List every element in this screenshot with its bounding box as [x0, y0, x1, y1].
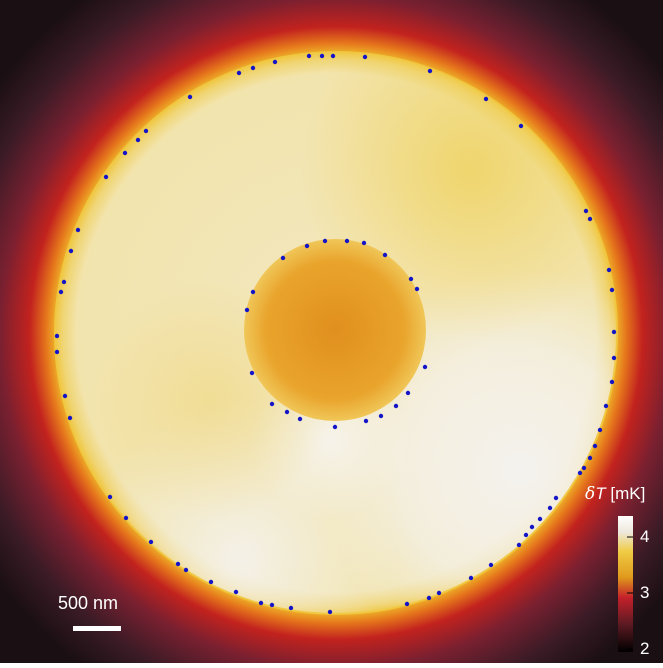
colorbar-title: δT [mK]	[585, 484, 645, 504]
marker-dot	[148, 539, 154, 545]
marker-dot	[67, 415, 73, 421]
marker-dot	[426, 595, 432, 601]
marker-dot	[175, 561, 181, 567]
marker-dot	[592, 443, 598, 449]
marker-dot	[330, 53, 336, 59]
marker-dot	[553, 495, 559, 501]
marker-dot	[143, 128, 149, 134]
marker-dot	[250, 289, 256, 295]
marker-dot	[54, 349, 60, 355]
marker-dot	[54, 333, 60, 339]
marker-dot	[272, 59, 278, 65]
marker-dot	[609, 379, 615, 385]
marker-dot	[58, 289, 64, 295]
marker-dot	[249, 370, 255, 376]
marker-dot	[609, 287, 615, 293]
marker-dot	[233, 589, 239, 595]
marker-dot	[135, 137, 141, 143]
marker-dot	[269, 401, 275, 407]
marker-dot	[284, 409, 290, 415]
marker-dot	[468, 575, 474, 581]
marker-dot	[297, 416, 303, 422]
marker-points	[54, 53, 617, 615]
marker-dot	[183, 567, 189, 573]
scale-bar	[73, 626, 121, 631]
marker-dot	[304, 243, 310, 249]
marker-dot	[516, 542, 522, 548]
marker-dot	[208, 579, 214, 585]
marker-dot	[382, 252, 388, 258]
colorbar-tick-2: 2	[640, 639, 650, 658]
marker-dot	[378, 413, 384, 419]
marker-dot	[537, 516, 543, 522]
marker-dot	[611, 355, 617, 361]
marker-dot	[322, 238, 328, 244]
marker-dot	[577, 470, 583, 476]
marker-dot	[581, 465, 587, 471]
marker-dot	[123, 515, 129, 521]
marker-dot	[606, 267, 612, 273]
marker-dot	[483, 96, 489, 102]
marker-dot	[611, 329, 617, 335]
marker-dot	[408, 276, 414, 282]
marker-dot	[422, 364, 428, 370]
marker-dot	[393, 403, 399, 409]
inner-disk	[244, 239, 426, 421]
colorbar-unit: [mK]	[610, 484, 646, 503]
marker-dot	[523, 532, 529, 538]
marker-dot	[404, 601, 410, 607]
colorbar-tick-4: 4	[640, 527, 650, 546]
marker-dot	[583, 208, 589, 214]
marker-dot	[68, 248, 74, 254]
marker-dot	[405, 390, 411, 396]
marker-dot	[306, 53, 312, 59]
marker-dot	[332, 424, 338, 430]
marker-dot	[258, 600, 264, 606]
marker-dot	[122, 150, 128, 156]
marker-dot	[62, 393, 68, 399]
marker-dot	[587, 216, 593, 222]
delta-symbol: δ	[585, 484, 596, 504]
marker-dot	[362, 54, 368, 60]
marker-dot	[107, 494, 113, 500]
colorbar-ticks	[627, 536, 633, 650]
marker-dot	[427, 68, 433, 74]
marker-dot	[61, 279, 67, 285]
marker-dot	[597, 427, 603, 433]
marker-dot	[269, 602, 275, 608]
marker-dot	[236, 70, 242, 76]
marker-dot	[288, 605, 294, 611]
marker-dot	[327, 609, 333, 615]
marker-dot	[414, 286, 420, 292]
marker-dot	[363, 418, 369, 424]
colorbar-tick-3: 3	[640, 583, 650, 602]
marker-dot	[587, 455, 593, 461]
marker-dot	[103, 174, 109, 180]
marker-dot	[547, 505, 553, 511]
marker-dot	[187, 94, 193, 100]
marker-dot	[529, 524, 535, 530]
marker-dot	[488, 562, 494, 568]
marker-dot	[250, 65, 256, 71]
marker-dot	[280, 255, 286, 261]
marker-dot	[344, 238, 350, 244]
marker-dot	[518, 123, 524, 129]
scale-bar-label: 500 nm	[58, 593, 119, 613]
colorbar-variable: T	[595, 484, 606, 503]
marker-dot	[75, 227, 81, 233]
marker-dot	[244, 307, 250, 313]
colorbar	[618, 516, 633, 652]
marker-dot	[361, 240, 367, 246]
marker-dot	[436, 590, 442, 596]
marker-dot	[319, 53, 325, 59]
marker-dot	[603, 403, 609, 409]
